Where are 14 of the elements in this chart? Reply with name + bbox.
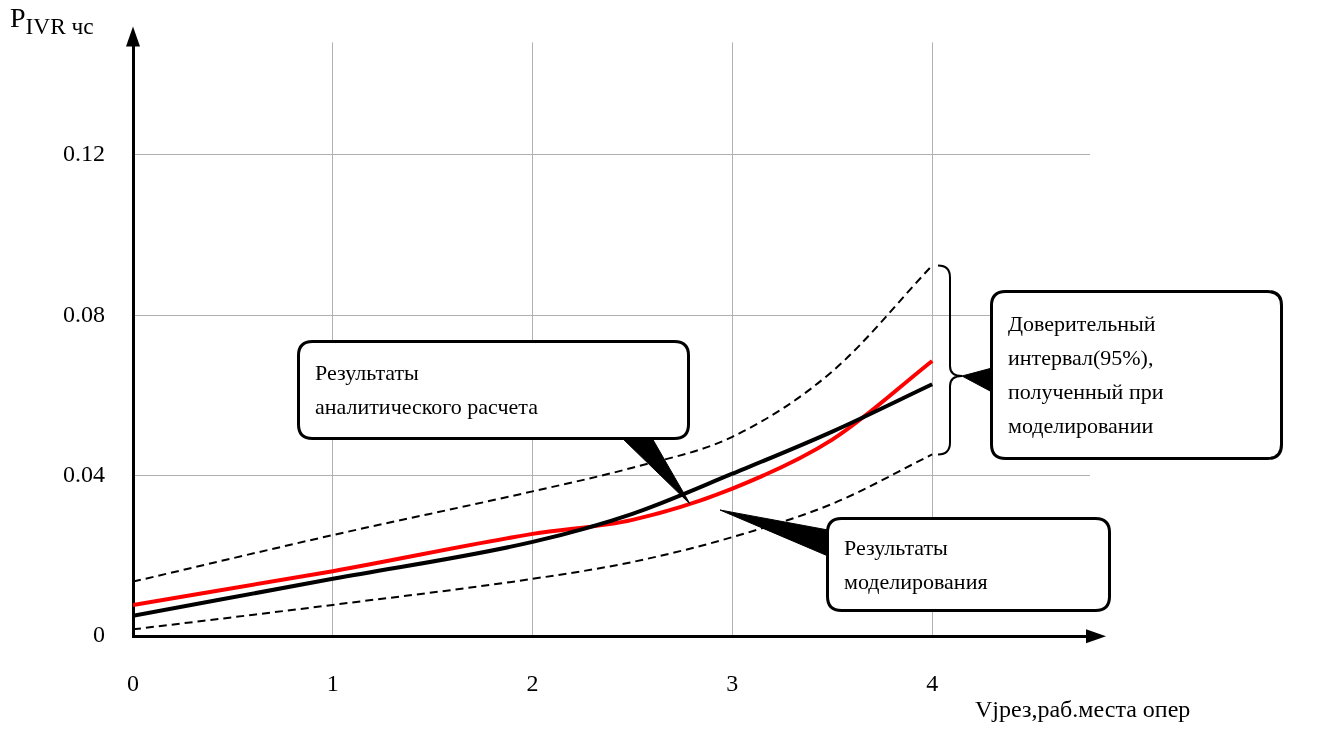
y-axis-title: P$_{IVR чс}$	[10, 2, 94, 40]
annotation: Результаты аналитического расчета	[315, 359, 538, 421]
y-tick-label: 0.08	[63, 300, 105, 327]
y-tick-label: 0.04	[63, 461, 105, 488]
annotation: Доверительный интервал(95%), полученный при моделировании	[1008, 310, 1164, 440]
x-tick-label: 3	[726, 669, 739, 696]
x-tick-label: 1	[326, 669, 339, 696]
annotation: Результаты моделирования	[844, 533, 988, 596]
x-tick-label: 2	[526, 669, 539, 696]
x-tick-label: 0	[127, 669, 139, 696]
x-axis-title: Vjрез,раб.места опер	[975, 696, 1191, 723]
y-tick-label: 0.12	[63, 140, 105, 167]
y-tick-label: 0	[93, 621, 105, 648]
x-tick-label: 4	[926, 669, 939, 696]
